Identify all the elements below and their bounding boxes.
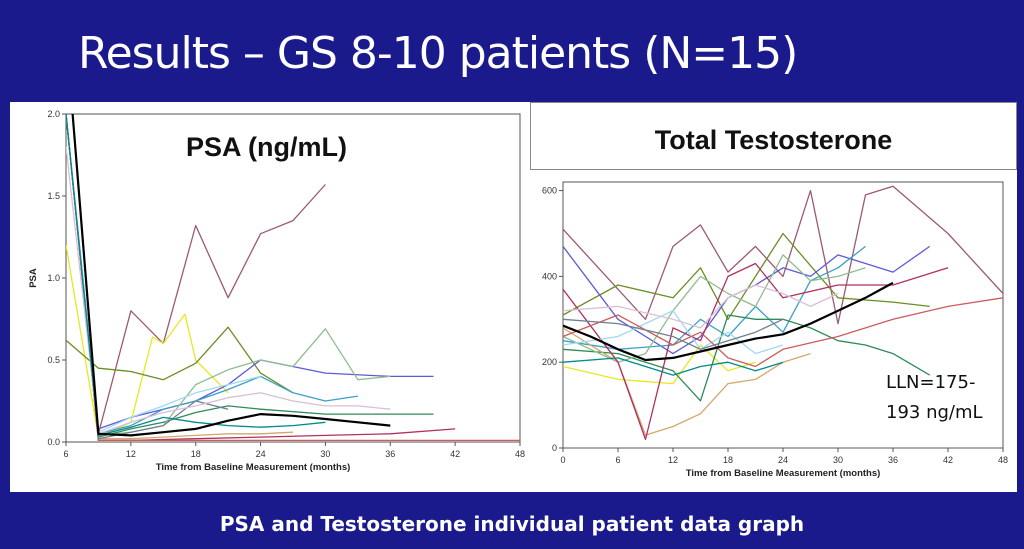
tt-y-tick-label: 0 xyxy=(552,443,557,453)
psa-y-tick-label: 2.0 xyxy=(47,109,60,119)
psa-patient-line-5 xyxy=(66,114,358,435)
psa-x-tick-label: 48 xyxy=(515,449,525,459)
psa-x-tick-label: 36 xyxy=(385,449,395,459)
tt-x-tick-label: 0 xyxy=(560,455,565,465)
tt-patient-line-1 xyxy=(563,185,1003,325)
tt-y-tick-label: 200 xyxy=(542,357,557,367)
tt-y-tick-label: 600 xyxy=(542,186,557,196)
psa-y-tick-label: 0.5 xyxy=(47,355,60,365)
tt-x-tick-label: 30 xyxy=(833,455,843,465)
tt-patient-line-14 xyxy=(563,357,784,376)
tt-x-tick-label: 12 xyxy=(668,455,678,465)
psa-y-tick-label: 1.0 xyxy=(47,273,60,283)
psa-x-axis-label: Time from Baseline Measurement (months) xyxy=(156,462,351,473)
psa-patient-line-1 xyxy=(71,114,326,435)
tt-patient-line-4 xyxy=(563,245,931,355)
psa-patient-line-13 xyxy=(66,146,391,435)
tt-patient-line-3 xyxy=(563,232,930,320)
tt-x-tick-label: 36 xyxy=(888,455,898,465)
lln-annotation-line-2: 193 ng/mL xyxy=(886,402,983,423)
psa-x-tick-label: 24 xyxy=(256,449,266,459)
testosterone-title-box: Total Testosterone xyxy=(530,102,1017,170)
testosterone-series-group xyxy=(563,185,1003,441)
psa-x-tick-label: 6 xyxy=(63,449,68,459)
psa-patient-line-4 xyxy=(66,114,434,430)
lln-annotation: LLN=175- 193 ng/mL xyxy=(886,368,983,428)
testosterone-chart-title: Total Testosterone xyxy=(654,125,893,155)
tt-x-tick-label: 42 xyxy=(943,455,953,465)
psa-series-group xyxy=(66,114,520,442)
tt-x-tick-label: 6 xyxy=(615,455,620,465)
testosterone-axes: 0 6 12 18 24 30 36 42 48 0 200 400 600 Time from Base… xyxy=(542,181,1008,479)
psa-chart: 6 12 18 24 30 36 42 48 0.0 0.5 1.0 1.5 2.0 Time from … xyxy=(28,109,525,473)
slide-caption: PSA and Testosterone individual patient … xyxy=(219,512,805,536)
psa-y-tick-label: 0.0 xyxy=(47,437,60,447)
tt-x-tick-label: 18 xyxy=(723,455,733,465)
psa-patient-line-3 xyxy=(66,326,294,394)
psa-mean-line xyxy=(71,114,391,437)
slide-title: Results – GS 8-10 patients (N=15) xyxy=(78,28,798,79)
tt-patient-line-2 xyxy=(563,344,756,385)
psa-patient-line-7 xyxy=(66,114,391,437)
psa-patient-line-14 xyxy=(66,114,326,437)
psa-x-tick-label: 18 xyxy=(191,449,201,459)
tt-patient-line-13 xyxy=(563,284,839,329)
psa-y-tick-label: 1.5 xyxy=(47,191,60,201)
lln-annotation-line-1: LLN=175- xyxy=(886,372,976,393)
tt-mean-line xyxy=(563,281,894,362)
tt-patient-line-12 xyxy=(563,318,784,350)
tt-patient-line-9 xyxy=(563,262,949,441)
testosterone-chart: 0 6 12 18 24 30 36 42 48 0 200 400 600 Time from Base… xyxy=(542,181,1008,479)
tt-x-axis-label: Time from Baseline Measurement (months) xyxy=(686,468,881,479)
testosterone-chart-panel: Total Testosterone 0 6 12 18 24 30 36 42 48 0 200 4… xyxy=(530,102,1017,492)
psa-x-tick-label: 30 xyxy=(320,449,330,459)
tt-patient-line-6 xyxy=(563,314,931,402)
psa-chart-panel: 6 12 18 24 30 36 42 48 0.0 0.5 1.0 1.5 2.0 Time from … xyxy=(10,102,530,492)
psa-x-tick-label: 42 xyxy=(450,449,460,459)
tt-x-tick-label: 24 xyxy=(778,455,788,465)
tt-patient-line-5 xyxy=(563,245,866,350)
tt-y-tick-label: 400 xyxy=(542,271,557,281)
psa-axes: 6 12 18 24 30 36 42 48 0.0 0.5 1.0 1.5 2.0 Time from … xyxy=(28,109,525,473)
tt-x-tick-label: 48 xyxy=(998,455,1008,465)
psa-patient-line-8 xyxy=(66,114,294,440)
tt-patient-line-11 xyxy=(563,297,1003,368)
psa-patient-line-6 xyxy=(66,114,434,438)
psa-chart-title: PSA (ng/mL) xyxy=(186,132,347,162)
psa-x-tick-label: 12 xyxy=(126,449,136,459)
psa-y-axis-label: PSA xyxy=(28,268,39,288)
tt-patient-line-8 xyxy=(563,327,811,436)
